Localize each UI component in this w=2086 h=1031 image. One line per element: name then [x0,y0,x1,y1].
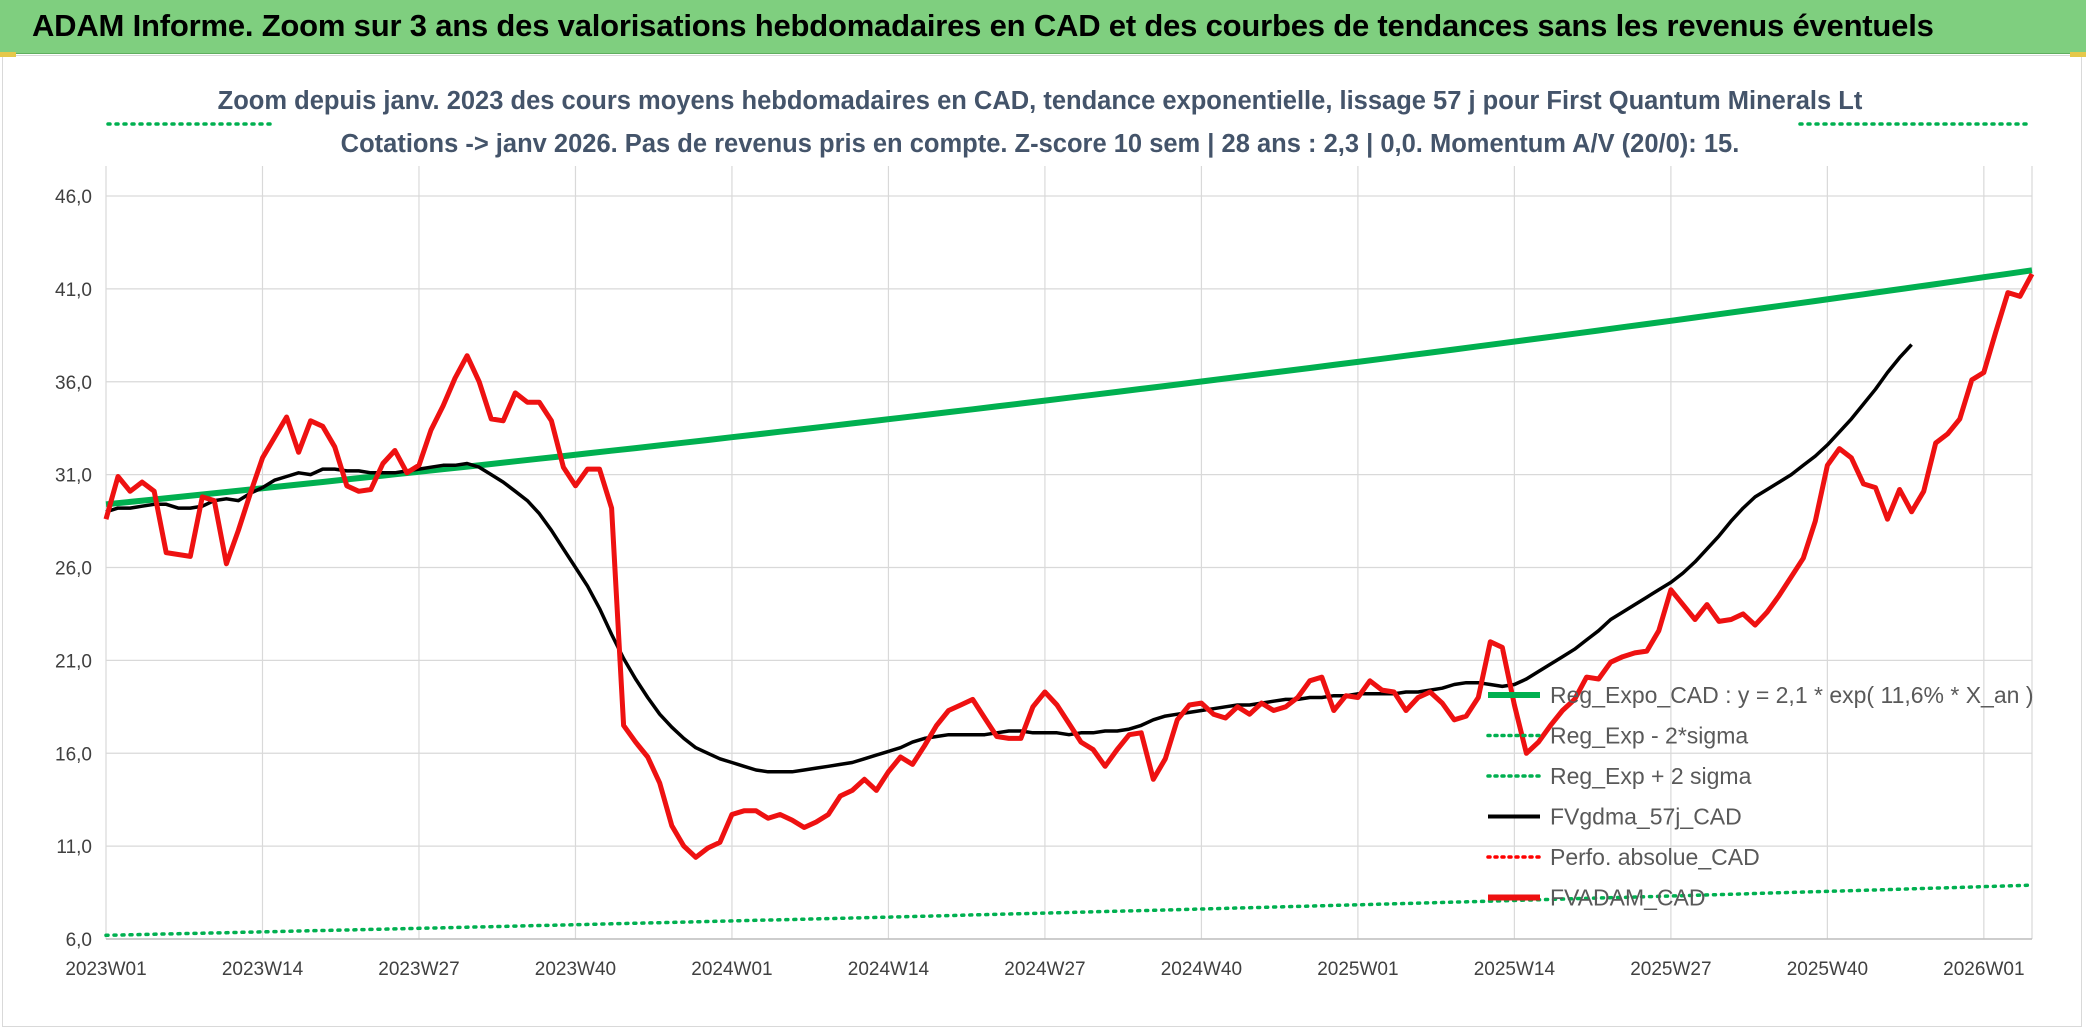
y-tick-label: 6,0 [66,930,92,951]
series-reg-expo-cad-y-2-1-exp-11-6-x-an [105,267,2033,508]
legend-label: Reg_Expo_CAD : y = 2,1 * exp( 11,6% * X_… [1550,682,2033,708]
legend-label: FVADAM_CAD [1550,885,1706,911]
x-tick-label: 2026W01 [1943,959,2024,980]
y-tick-label: 11,0 [56,837,92,858]
y-tick-label: 31,0 [55,466,92,487]
chart-subtitle: Cotations -> janv 2026. Pas de revenus p… [341,130,1740,158]
x-tick-label: 2024W01 [691,959,772,980]
y-tick-label: 41,0 [55,280,92,301]
y-tick-label: 21,0 [55,651,92,672]
report-title: ADAM Informe. Zoom sur 3 ans des valoris… [32,8,1934,43]
x-tick-label: 2023W27 [378,959,459,980]
report-header-banner: ADAM Informe. Zoom sur 3 ans des valoris… [0,0,2086,54]
legend-label: Perfo. absolue_CAD [1550,844,1760,870]
x-tick-label: 2025W14 [1474,959,1556,980]
frame-corner-mark [2070,52,2086,57]
chart-title: Zoom depuis janv. 2023 des cours moyens … [218,87,1863,115]
frame-corner-mark [0,52,16,57]
legend-label: FVgdma_57j_CAD [1550,804,1742,830]
y-tick-label: 16,0 [55,744,92,765]
x-tick-label: 2023W01 [65,959,146,980]
x-tick-label: 2023W14 [222,959,304,980]
x-tick-label: 2023W40 [535,959,616,980]
series-reg-exp-2-sigma [104,883,2034,938]
legend-label: Reg_Exp + 2 sigma [1550,763,1752,789]
chart-frame [2,55,2082,1027]
x-tick-label: 2025W01 [1317,959,1398,980]
series-fvadam-cad [103,272,2035,860]
x-tick-label: 2024W27 [1004,959,1085,980]
x-tick-label: 2025W27 [1630,959,1711,980]
legend-label: Reg_Exp - 2*sigma [1550,723,1748,749]
y-tick-label: 26,0 [55,559,92,580]
y-tick-label: 46,0 [55,187,92,208]
x-tick-label: 2024W40 [1161,959,1242,980]
y-tick-label: 36,0 [55,373,92,394]
x-tick-label: 2025W40 [1787,959,1868,980]
x-tick-label: 2024W14 [848,959,930,980]
